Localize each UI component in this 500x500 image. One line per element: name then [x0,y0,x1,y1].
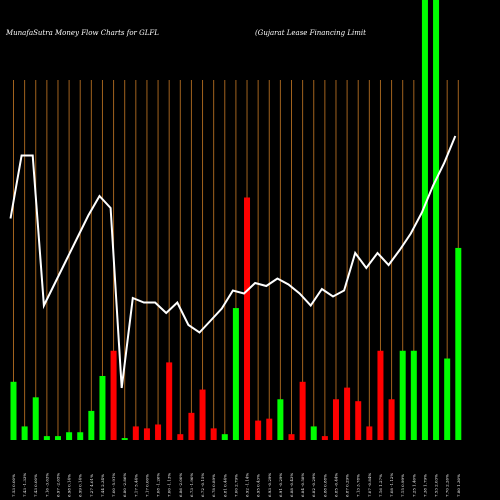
x-tick-label: 6.88 0.88% [322,474,327,497]
x-tick-labels: 7.53 0.00% 7.43 -1.33% 7.43 0.00% 7.16 -3.6… [11,473,461,497]
volume-bar [155,424,162,440]
x-tick-label: 6.97 -2.65% [55,473,60,497]
volume-bar [199,389,206,440]
x-tick-label: 6.93 -0.29% [267,473,272,497]
x-tick-label: 6.92 -1.14% [245,473,250,497]
x-tick-label: 7.07 -0.84% [367,473,372,497]
x-tick-label: 7.25 1.40% [411,474,416,497]
x-tick-label: 7.00 2.79% [233,474,238,497]
x-tick-label: 7.16 1.27% [378,474,383,497]
volume-bar [99,375,106,440]
x-tick-label: 7.16 -3.63% [44,473,49,497]
x-tick-label: 7.17 5.44% [133,474,138,497]
x-tick-label: 7.70 2.26% [445,474,450,497]
x-tick-label: 6.72 -0.15% [200,473,205,497]
x-tick-label: 6.85 -0.44% [333,473,338,497]
volume-bar [166,362,173,440]
x-tick-label: 6.73 -1.90% [189,473,194,497]
volume-bar [66,432,73,440]
volume-bar [433,0,440,440]
volume-bar [344,387,351,440]
volume-bar [88,410,95,440]
volume-bar [388,399,395,440]
x-tick-label: 7.27 4.01% [89,474,94,497]
volume-bar [143,428,150,440]
volume-bar [221,434,228,440]
x-tick-label: 6.78 0.89% [211,474,216,497]
volume-bar [232,308,239,440]
price-line [9,135,457,389]
volume-bar [321,436,328,440]
volume-bar [455,247,462,440]
volume-bar [355,401,362,440]
x-tick-label: 7.08 -1.26% [156,473,161,497]
volume-bar [266,418,273,440]
company-name: (Gujarat Lease Financing Limit [255,29,366,37]
volume-bar [32,397,39,440]
x-tick-label: 6.81 0.44% [222,474,227,497]
volume-bar [288,434,295,440]
x-tick-label: 7.38 1.79% [422,474,427,497]
volume-bars [10,0,462,440]
volume-bar [177,434,184,440]
x-tick-label: 6.82 -0.29% [311,473,316,497]
volume-bar [10,381,17,440]
x-tick-label: 7.80 1.30% [456,474,461,497]
volume-bar [310,426,317,440]
x-tick-label: 6.86 -2.00% [178,473,183,497]
volume-bar [399,350,406,440]
x-tick-label: 6.95 0.43% [256,474,261,497]
volume-bar [110,350,117,440]
x-tick-label: 6.99 0.14% [78,474,83,497]
x-tick-label: 7.00 -1.13% [167,473,172,497]
volume-bar [43,436,50,440]
x-tick-label: 6.87 0.29% [345,474,350,497]
x-tick-label: 7.08 -1.12% [389,473,394,497]
chart-title: MunafaSutra Money Flow Charts for GLFL [5,29,159,37]
volume-bar [299,381,306,440]
x-tick-label: 7.53 2.03% [434,474,439,497]
volume-bar [54,436,61,440]
x-tick-label: 6.84 -0.58% [300,473,305,497]
volume-bar [255,420,262,440]
x-tick-label: 7.17 0.00% [144,474,149,497]
volume-bar [244,197,251,440]
volume-bar [188,412,195,440]
volume-bar [77,432,84,440]
volume-bar [377,350,384,440]
volume-bar [21,426,28,440]
x-tick-label: 7.53 0.00% [11,474,16,497]
x-tick-label: 6.91 -0.29% [278,473,283,497]
x-tick-label: 6.98 0.14% [67,474,72,497]
x-tick-label: 6.88 -0.43% [289,473,294,497]
x-tick-label: 7.00 -5.91% [111,473,116,497]
x-tick-label: 6.80 -2.86% [122,473,127,497]
x-tick-label: 7.15 0.99% [400,474,405,497]
volume-bar [132,426,139,440]
x-tick-label: 7.43 0.00% [33,474,38,497]
x-tick-label: 7.44 2.34% [100,474,105,497]
volume-bar [444,358,451,440]
volume-bar [121,438,128,440]
volume-bar [421,0,428,440]
volume-bar [210,428,217,440]
volume-bar [332,399,339,440]
volume-bar [410,350,417,440]
x-tick-label: 7.13 3.78% [356,474,361,497]
volume-bar [366,426,373,440]
x-tick-label: 7.43 -1.33% [22,473,27,497]
volume-bar [277,399,284,440]
